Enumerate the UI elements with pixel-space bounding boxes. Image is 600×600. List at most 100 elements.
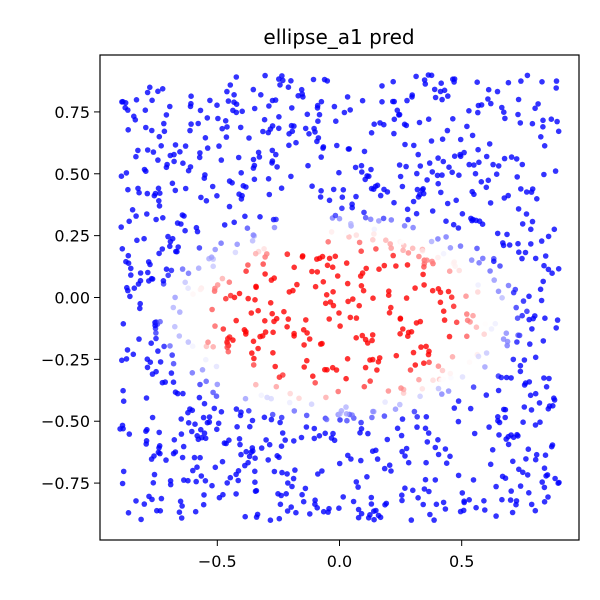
scatter-point bbox=[311, 125, 317, 132]
scatter-point bbox=[325, 239, 332, 245]
scatter-point bbox=[540, 278, 546, 285]
scatter-point bbox=[537, 419, 543, 426]
scatter-point bbox=[206, 414, 213, 420]
scatter-point bbox=[376, 218, 382, 224]
scatter-point bbox=[128, 265, 134, 272]
scatter-point bbox=[520, 419, 526, 426]
scatter-point bbox=[273, 151, 279, 158]
y-axis: 0.75 0.50 0.25 0.00 −0.25 −0.50 −0.75 bbox=[41, 103, 100, 493]
scatter-point bbox=[143, 428, 149, 435]
scatter-point bbox=[420, 186, 426, 192]
scatter-point bbox=[268, 416, 275, 423]
scatter-point bbox=[201, 400, 208, 407]
scatter-point bbox=[340, 187, 347, 193]
scatter-point bbox=[413, 210, 420, 217]
scatter-point bbox=[182, 143, 189, 149]
scatter-point bbox=[353, 315, 360, 321]
scatter-point bbox=[179, 503, 185, 509]
scatter-point bbox=[291, 330, 297, 337]
scatter-point bbox=[440, 250, 447, 257]
scatter-point bbox=[291, 264, 298, 271]
scatter-point bbox=[475, 282, 481, 288]
scatter-point bbox=[177, 149, 183, 155]
scatter-point bbox=[233, 491, 239, 497]
scatter-point bbox=[466, 161, 473, 168]
scatter-point bbox=[133, 498, 139, 504]
scatter-point bbox=[159, 86, 166, 92]
scatter-point bbox=[282, 437, 289, 443]
scatter-point bbox=[339, 194, 346, 200]
scatter-point bbox=[481, 331, 488, 338]
scatter-point bbox=[539, 79, 545, 85]
scatter-point bbox=[514, 315, 521, 322]
scatter-point bbox=[495, 288, 502, 295]
scatter-point bbox=[249, 238, 256, 244]
scatter-point bbox=[542, 452, 549, 459]
scatter-point bbox=[286, 399, 293, 406]
scatter-point bbox=[126, 218, 132, 225]
scatter-point bbox=[475, 289, 481, 295]
scatter-point bbox=[149, 496, 155, 503]
scatter-point bbox=[551, 395, 557, 402]
scatter-point bbox=[491, 277, 498, 283]
scatter-point bbox=[532, 105, 538, 112]
scatter-point bbox=[365, 430, 371, 437]
scatter-point bbox=[269, 147, 276, 154]
scatter-point bbox=[236, 436, 243, 442]
scatter-point bbox=[413, 73, 419, 80]
scatter-point bbox=[334, 273, 341, 279]
scatter-point bbox=[169, 180, 176, 187]
scatter-point bbox=[309, 183, 315, 189]
scatter-point bbox=[179, 454, 186, 461]
scatter-point bbox=[439, 172, 445, 178]
scatter-point bbox=[285, 316, 292, 322]
scatter-point bbox=[502, 414, 509, 421]
scatter-point bbox=[194, 464, 200, 471]
scatter-point bbox=[250, 165, 257, 171]
scatter-point bbox=[320, 279, 327, 285]
scatter-point bbox=[464, 333, 470, 340]
scatter-point bbox=[367, 378, 374, 384]
scatter-point bbox=[417, 191, 423, 198]
scatter-point bbox=[134, 237, 140, 244]
scatter-point bbox=[451, 76, 458, 82]
scatter-point bbox=[156, 133, 163, 140]
scatter-point bbox=[336, 215, 343, 222]
scatter-point bbox=[156, 198, 162, 204]
scatter-point bbox=[361, 148, 368, 155]
scatter-point bbox=[269, 97, 276, 104]
scatter-point bbox=[394, 425, 401, 432]
scatter-point bbox=[222, 118, 229, 124]
scatter-point bbox=[392, 406, 399, 413]
scatter-point bbox=[302, 485, 309, 492]
scatter-point bbox=[202, 135, 209, 141]
scatter-point bbox=[170, 379, 177, 386]
scatter-point bbox=[424, 177, 430, 183]
scatter-point bbox=[269, 160, 275, 166]
scatter-point bbox=[379, 83, 385, 89]
scatter-point bbox=[264, 394, 270, 401]
scatter-point bbox=[188, 100, 194, 107]
scatter-point bbox=[430, 377, 436, 384]
scatter-point bbox=[364, 474, 370, 480]
scatter-point bbox=[251, 355, 257, 362]
scatter-point bbox=[243, 268, 249, 275]
scatter-point bbox=[499, 295, 505, 301]
scatter-point bbox=[322, 430, 329, 437]
scatter-point bbox=[221, 222, 228, 228]
scatter-point bbox=[394, 107, 401, 114]
y-tick-label: −0.50 bbox=[41, 412, 90, 431]
scatter-point bbox=[404, 97, 410, 104]
scatter-point bbox=[212, 246, 218, 253]
scatter-point bbox=[262, 329, 269, 335]
scatter-point bbox=[179, 266, 186, 272]
scatter-point bbox=[344, 94, 351, 100]
scatter-point bbox=[219, 125, 225, 132]
scatter-point bbox=[545, 233, 552, 240]
scatter-point bbox=[554, 317, 561, 323]
scatter-point bbox=[218, 409, 225, 415]
scatter-point bbox=[333, 118, 339, 124]
scatter-point bbox=[189, 370, 196, 376]
scatter-point bbox=[358, 510, 365, 517]
scatter-point bbox=[532, 354, 539, 361]
